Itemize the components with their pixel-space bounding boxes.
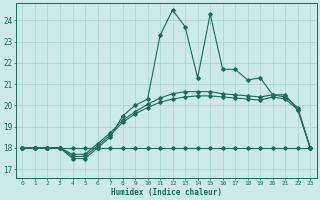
X-axis label: Humidex (Indice chaleur): Humidex (Indice chaleur) (111, 188, 222, 197)
